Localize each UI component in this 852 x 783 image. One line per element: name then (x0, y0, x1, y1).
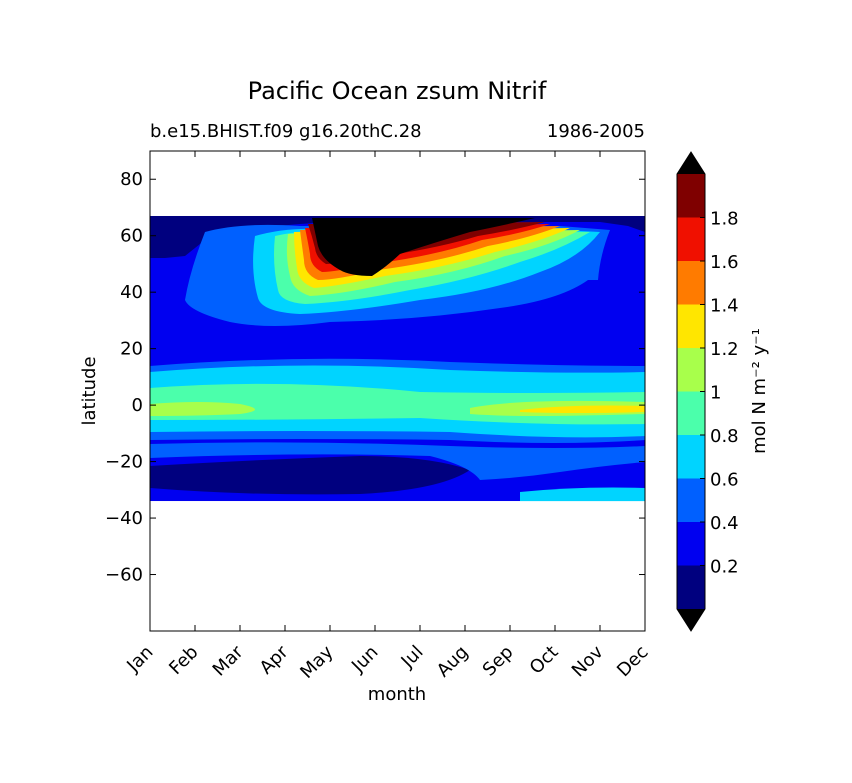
colorbar-tick-label: 1.2 (710, 339, 739, 360)
contour-band-south-04 (150, 442, 645, 480)
colorbar-outline (676, 151, 706, 632)
y-tick-label: −60 (105, 565, 143, 586)
colorbar-extend-over (677, 152, 705, 174)
colorbar-tick-label: 1.6 (710, 252, 739, 273)
contour-band-equator-12 (520, 405, 645, 413)
colorbar-label: mol N m⁻² y⁻¹ (749, 328, 770, 454)
x-tick-label: Aug (433, 642, 473, 682)
colorbar-segment (677, 304, 705, 348)
no-data-south (150, 501, 645, 631)
colorbar-tick-label: 0.4 (710, 513, 739, 534)
y-tick-label: −40 (105, 508, 143, 529)
y-tick-label: 0 (132, 395, 143, 416)
x-tick-label: Jan (122, 642, 157, 677)
y-axis-label: latitude (79, 356, 100, 425)
x-tick-label: May (296, 641, 337, 682)
x-tick-label: Oct (526, 642, 563, 679)
colorbar-segment (677, 391, 705, 435)
chart-title: Pacific Ocean zsum Nitrif (248, 77, 547, 105)
contour-band-south-min (150, 456, 470, 495)
colorbar-extend-under (677, 609, 705, 631)
no-data-north (150, 151, 645, 216)
colorbar-segment (677, 478, 705, 522)
chart-subtitle-left: b.e15.BHIST.f09 g16.20thC.28 (150, 121, 422, 142)
contour-band-north-max (312, 218, 535, 276)
y-tick-label: −20 (105, 452, 143, 473)
colorbar: 0.2 0.4 0.6 0.8 1 1.2 1.4 1.6 1.8 (676, 151, 739, 632)
x-tick-label: Nov (568, 641, 608, 681)
colorbar-segment (677, 174, 705, 218)
contour-band-north-low (150, 216, 645, 258)
chart-subtitle-right: 1986-2005 (547, 121, 645, 142)
colorbar-segment (677, 565, 705, 609)
colorbar-tick-label: 0.8 (710, 426, 739, 447)
colorbar-tick-label: 1.8 (710, 209, 739, 230)
x-tick-label: Dec (613, 642, 652, 681)
y-tick-label: 80 (120, 169, 143, 190)
contour-band-equator-10 (150, 400, 645, 416)
contour-band-south-06 (520, 487, 645, 502)
colorbar-segment (677, 217, 705, 261)
x-tick-label: Jul (397, 642, 428, 673)
y-axis: 80 60 40 20 0 −20 −40 −60 (105, 169, 645, 586)
colorbar-segment (677, 348, 705, 392)
colorbar-tick-label: 0.6 (710, 470, 739, 491)
x-tick-label: Sep (479, 642, 518, 681)
plot-frame (149, 150, 646, 632)
colorbar-tick-label: 1 (710, 383, 721, 404)
contour-field (150, 151, 645, 631)
x-axis-label: month (368, 684, 426, 705)
x-tick-label: Mar (209, 641, 248, 680)
y-tick-label: 40 (120, 282, 143, 303)
colorbar-segment (677, 261, 705, 305)
x-tick-label: Feb (165, 642, 202, 679)
y-tick-label: 60 (120, 226, 143, 247)
colorbar-segment (677, 522, 705, 566)
colorbar-tick-label: 1.4 (710, 296, 739, 317)
x-tick-label: Jun (347, 642, 382, 677)
y-tick-label: 20 (120, 339, 143, 360)
colorbar-tick-label: 0.2 (710, 557, 739, 578)
colorbar-segment (677, 435, 705, 479)
x-tick-label: Apr (256, 641, 293, 678)
